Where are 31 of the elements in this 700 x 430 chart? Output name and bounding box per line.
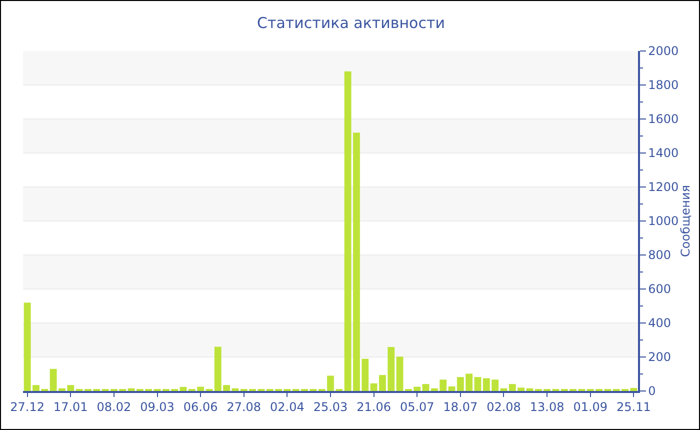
x-tick-label: 27.12 (10, 400, 45, 414)
y-tick-label: 800 (648, 248, 672, 262)
x-tick-label: 09.03 (140, 400, 174, 414)
x-tick-label: 02.08 (486, 400, 521, 414)
bar (448, 386, 456, 391)
x-tick-label: 25.03 (313, 400, 348, 414)
x-tick-label: 01.09 (573, 400, 608, 414)
bar (180, 386, 187, 391)
x-tick-label: 18.07 (443, 400, 478, 414)
x-tick-label: 05.07 (400, 400, 434, 414)
bar (474, 377, 482, 391)
x-tick-label: 27.08 (226, 400, 262, 414)
y-tick-label: 200 (648, 350, 672, 364)
chart-title: Статистика активности (257, 14, 445, 32)
y-tick-label: 0 (648, 384, 656, 398)
y-tick-label: 1600 (648, 112, 679, 126)
x-tick-label: 02.04 (270, 400, 304, 414)
x-tick-label: 06.06 (183, 400, 218, 414)
y-tick-label: 1200 (648, 180, 679, 194)
y-tick-label: 400 (648, 316, 672, 330)
y-tick-label: 2000 (648, 44, 679, 58)
y-axis-title: Сообщения (678, 184, 693, 258)
x-tick-label: 08.02 (96, 400, 132, 414)
y-tick-label: 600 (648, 282, 672, 296)
y-tick-label: 1400 (648, 146, 679, 160)
x-tick-label: 25.11 (616, 400, 651, 414)
y-tick-label: 1800 (648, 78, 679, 92)
x-tick-label: 17.01 (53, 400, 88, 414)
x-tick-label: 13.08 (530, 400, 564, 414)
x-tick-label: 21.06 (356, 400, 391, 414)
y-tick-label: 1000 (648, 214, 679, 228)
